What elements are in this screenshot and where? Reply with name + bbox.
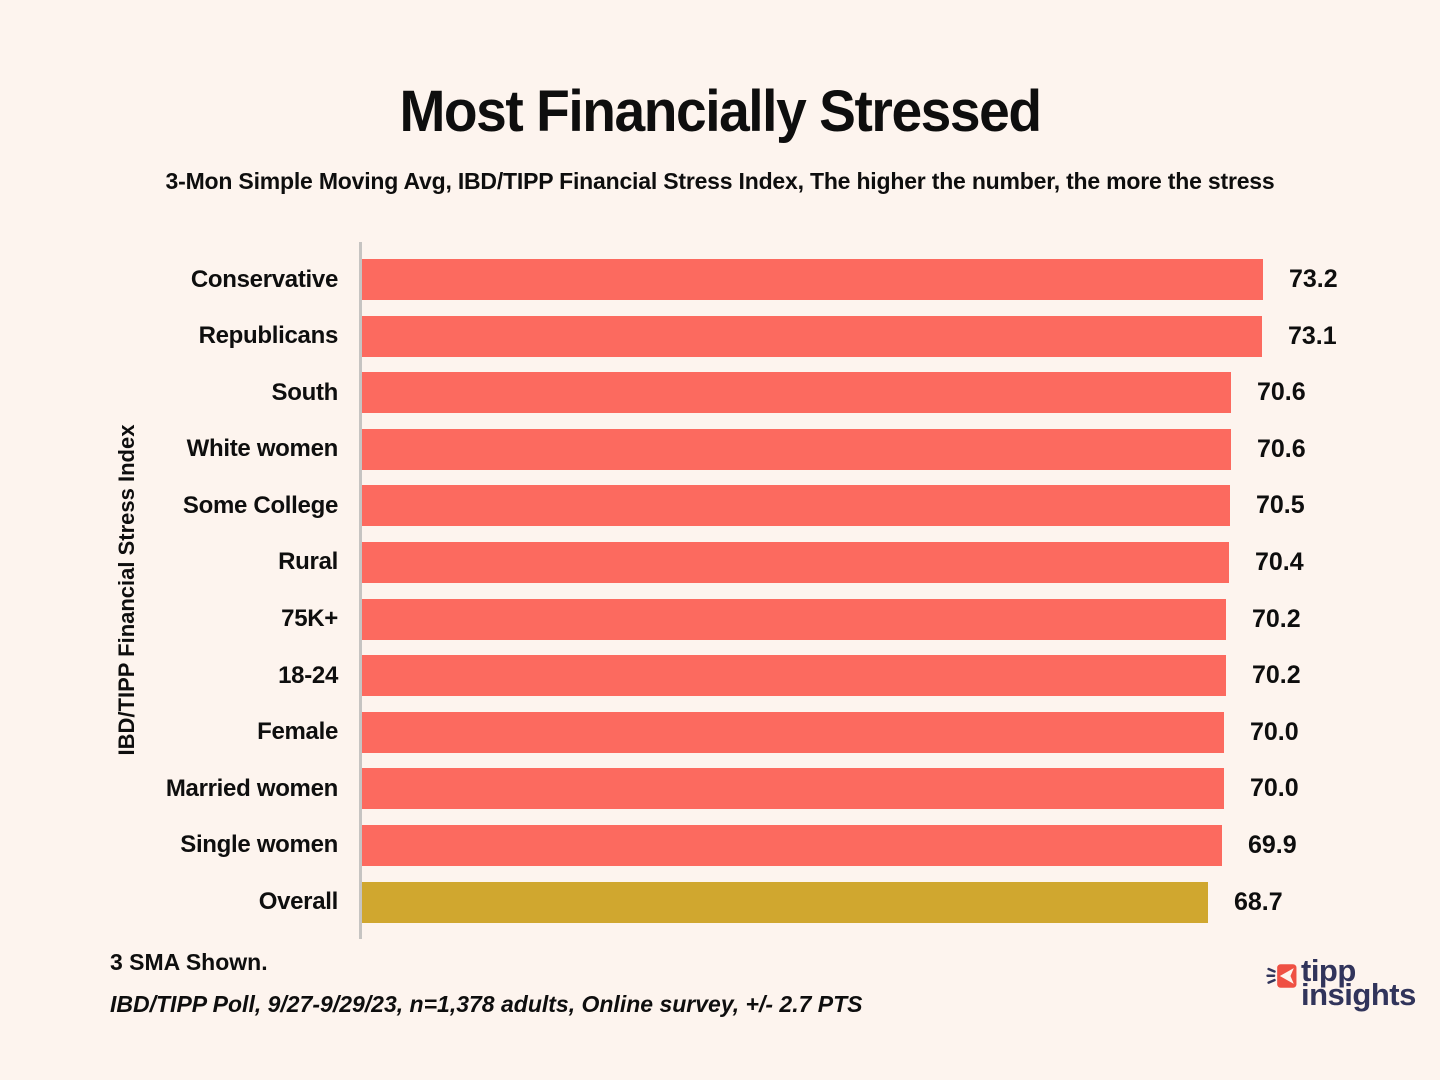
category-label: Overall <box>258 888 339 916</box>
bar-row: 18-24 70.2 <box>0 655 1440 697</box>
bar-row: South 70.6 <box>0 372 1440 414</box>
bar-row: Conservative 73.2 <box>0 259 1440 300</box>
value-bar <box>362 711 1224 753</box>
bar-row: Republicans 73.1 <box>0 315 1440 357</box>
value-label: 70.4 <box>1255 547 1304 576</box>
value-label: 70.5 <box>1256 491 1305 520</box>
category-label: 18-24 <box>278 661 338 689</box>
value-label: 70.2 <box>1252 661 1301 690</box>
value-bar <box>362 259 1263 300</box>
bar-row: Married women 70.0 <box>0 768 1440 810</box>
bar-row: Female 70.0 <box>0 711 1440 753</box>
category-label: White women <box>186 435 339 463</box>
value-bar <box>362 428 1231 470</box>
value-bar <box>362 824 1222 866</box>
category-label: Female <box>257 718 338 746</box>
bar-row: Some College 70.5 <box>0 485 1440 527</box>
category-label: 75K+ <box>281 605 338 633</box>
value-label: 73.2 <box>1289 265 1338 293</box>
value-label: 70.6 <box>1257 378 1306 407</box>
category-label: Some College <box>182 491 338 519</box>
footnote-sma: 3 SMA Shown. <box>110 949 268 975</box>
value-bar <box>362 485 1230 527</box>
value-bar <box>362 541 1229 583</box>
bar-row: White women 70.6 <box>0 428 1440 470</box>
value-label: 70.6 <box>1257 434 1306 463</box>
value-label: 70.0 <box>1250 717 1299 746</box>
footnote-poll: IBD/TIPP Poll, 9/27-9/29/23, n=1,378 adu… <box>110 991 863 1017</box>
value-bar <box>362 372 1231 414</box>
logo-burst-arrow-icon <box>1266 964 1297 988</box>
value-label: 70.2 <box>1252 604 1301 633</box>
value-label: 68.7 <box>1234 887 1283 916</box>
value-bar <box>362 655 1226 697</box>
value-bar <box>362 768 1224 810</box>
bar-row: Rural 70.4 <box>0 541 1440 583</box>
category-label: Rural <box>278 548 338 576</box>
value-label: 69.9 <box>1248 830 1297 859</box>
category-label: Married women <box>165 774 338 802</box>
brand-logo: tipp insights <box>1265 953 1416 1012</box>
value-label: 70.0 <box>1250 774 1299 803</box>
category-label: South <box>271 378 339 406</box>
logo-wordmark-line1: tipp <box>1301 953 1356 988</box>
logo-wordmark-line2: insights <box>1301 977 1416 1012</box>
bar-row: Single women 69.9 <box>0 824 1440 866</box>
logo-wordmark: tipp insights <box>1301 953 1416 1012</box>
value-bar <box>362 315 1262 357</box>
value-bar <box>362 881 1208 923</box>
category-label: Republicans <box>198 322 339 350</box>
value-bar <box>362 598 1226 640</box>
y-axis-line <box>359 242 362 939</box>
bar-row: Overall 68.7 <box>0 881 1440 923</box>
value-label: 73.1 <box>1288 321 1337 350</box>
bar-row: 75K+ 70.2 <box>0 598 1440 640</box>
page-title: Most Financially Stressed <box>399 79 1042 144</box>
bar-chart: Conservative 73.2 Republicans 73.1 South 70.6… <box>0 259 1440 938</box>
category-label: Single women <box>180 831 338 859</box>
page-subtitle: 3-Mon Simple Moving Avg, IBD/TIPP Financ… <box>165 168 1275 194</box>
category-label: Conservative <box>190 265 338 293</box>
